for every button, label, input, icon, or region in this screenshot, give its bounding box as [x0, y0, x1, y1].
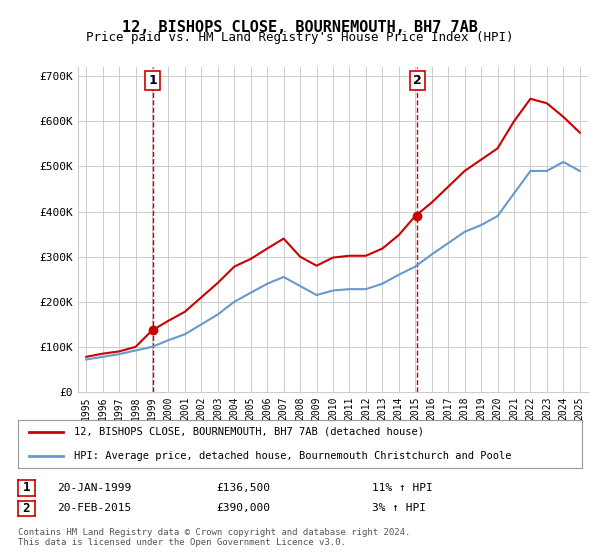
Text: 11% ↑ HPI: 11% ↑ HPI — [372, 483, 433, 493]
Text: 2: 2 — [23, 502, 30, 515]
Text: £136,500: £136,500 — [216, 483, 270, 493]
Text: 1: 1 — [23, 481, 30, 494]
Text: 2: 2 — [413, 74, 422, 87]
Text: £390,000: £390,000 — [216, 503, 270, 514]
Text: Price paid vs. HM Land Registry's House Price Index (HPI): Price paid vs. HM Land Registry's House … — [86, 31, 514, 44]
Text: 20-FEB-2015: 20-FEB-2015 — [57, 503, 131, 514]
Text: HPI: Average price, detached house, Bournemouth Christchurch and Poole: HPI: Average price, detached house, Bour… — [74, 451, 512, 461]
Text: 12, BISHOPS CLOSE, BOURNEMOUTH, BH7 7AB: 12, BISHOPS CLOSE, BOURNEMOUTH, BH7 7AB — [122, 20, 478, 35]
Text: 20-JAN-1999: 20-JAN-1999 — [57, 483, 131, 493]
Text: Contains HM Land Registry data © Crown copyright and database right 2024.
This d: Contains HM Land Registry data © Crown c… — [18, 528, 410, 547]
Text: 3% ↑ HPI: 3% ↑ HPI — [372, 503, 426, 514]
Text: 12, BISHOPS CLOSE, BOURNEMOUTH, BH7 7AB (detached house): 12, BISHOPS CLOSE, BOURNEMOUTH, BH7 7AB … — [74, 427, 424, 437]
Text: 1: 1 — [148, 74, 157, 87]
